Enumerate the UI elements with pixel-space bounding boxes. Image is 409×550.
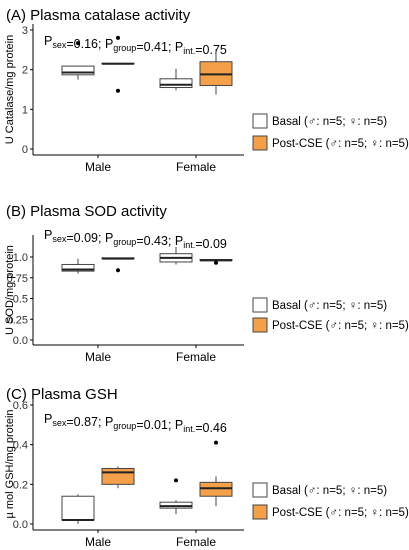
stats-line: Psex=0.09; Pgroup=0.43; Pint.=0.09 [44,228,227,251]
y-tick-label: 0.75 [7,273,28,285]
y-tick-label: 0.4 [13,440,28,452]
box-postcse-female [199,440,233,507]
legend-swatch-basal [252,297,268,313]
stats-line: Psex=0.16; Pgroup=0.41; Pint.=0.75 [44,34,227,57]
legend-swatch-basal [252,113,268,129]
outlier-point [116,35,120,40]
legend: Basal (♂: n=5; ♀: n=5) Post-CSE (♂: n=5; … [252,113,409,151]
box-postcse-male [101,466,135,489]
legend: Basal (♂: n=5; ♀: n=5) Post-CSE (♂: n=5; … [252,297,409,333]
y-tick-label: 2 [22,65,28,77]
y-tick-label: 3 [22,25,28,37]
legend: Basal (♂: n=5; ♀: n=5) Post-CSE (♂: n=5; … [252,482,409,520]
box-iqr [61,495,95,521]
chart-title: (C) Plasma GSH [6,386,118,403]
x-tick-label: Male [85,350,111,364]
box-iqr [101,467,135,485]
chart-title: (A) Plasma catalase activity [6,7,191,24]
outlier-point [174,478,178,483]
outlier-point [116,268,120,273]
box-basal-female [159,68,193,91]
box-basal-female [159,247,193,265]
y-tick-label: 0.0 [13,519,28,531]
chart-panel-2: (B) Plasma SOD activity Psex=0.09; Pgroup… [4,203,409,364]
y-tick-label: 0.6 [13,400,28,412]
x-tick-label: Male [85,160,111,174]
chart-panel-1: (A) Plasma catalase activity Psex=0.16; P… [4,7,409,174]
box-postcse-female [199,258,233,265]
y-tick-label: 1 [22,104,28,116]
stats-line: Psex=0.87; Pgroup=0.01; Pint.=0.46 [44,412,227,435]
box-postcse-male [101,35,135,93]
box-postcse-male [101,257,135,273]
legend-swatch-post-cse [252,504,268,520]
y-tick-label: 0.25 [7,314,28,326]
box-basal-female [159,478,193,515]
x-tick-label: Female [176,535,216,549]
y-tick-label: 1.0 [13,252,28,264]
legend-label-post-cse: Post-CSE (♂: n=5; ♀: n=5) [272,138,409,150]
box-iqr [61,263,95,272]
legend-label-post-cse: Post-CSE (♂: n=5; ♀: n=5) [272,320,409,332]
x-tick-label: Male [85,535,111,549]
box-basal-male [61,41,95,80]
box-basal-male [61,258,95,274]
box-iqr [61,65,95,76]
y-tick-label: 0.0 [13,335,28,347]
box-iqr [159,78,193,89]
legend-swatch-basal [252,482,268,498]
box-postcse-female [199,49,233,95]
y-tick-label: 0.5 [13,294,28,306]
y-axis-label: U SOD/mg protein [4,245,16,335]
x-tick-label: Female [176,350,216,364]
y-axis-label: µ mol GSH/mg protein [4,409,16,518]
legend-swatch-post-cse [252,135,268,151]
legend-label-basal: Basal (♂: n=5; ♀: n=5) [272,300,387,312]
y-tick-label: 0 [22,144,28,156]
chart-panel-3: (C) Plasma GSH Psex=0.87; Pgroup=0.01; Pi… [4,386,409,549]
legend-label-basal: Basal (♂: n=5; ♀: n=5) [272,485,387,497]
outlier-point [76,41,80,46]
legend-label-post-cse: Post-CSE (♂: n=5; ♀: n=5) [272,507,409,519]
outlier-point [116,88,120,93]
chart-title: (B) Plasma SOD activity [6,203,167,220]
x-tick-label: Female [176,160,216,174]
legend-label-basal: Basal (♂: n=5; ♀: n=5) [272,116,387,128]
y-tick-label: 0.2 [13,479,28,491]
legend-swatch-post-cse [252,317,268,333]
box-basal-male [61,494,95,524]
outlier-point [214,440,218,445]
outlier-point [214,260,218,265]
y-axis-label: U Catalase/mg protein [4,35,16,144]
